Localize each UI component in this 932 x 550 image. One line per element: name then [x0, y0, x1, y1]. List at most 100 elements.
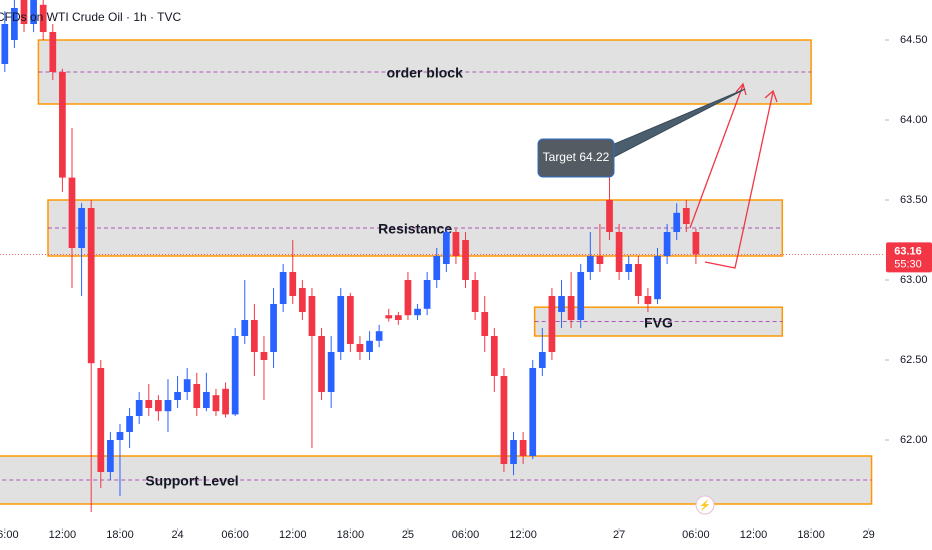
candle-body	[548, 296, 556, 352]
candle-body	[241, 320, 249, 336]
zone-label: Support Level	[145, 473, 238, 489]
price-badge	[886, 242, 932, 273]
candle-body	[577, 272, 585, 320]
x-tick-label: 06:00	[682, 529, 710, 541]
candle-body	[644, 296, 652, 304]
candle-body	[423, 280, 431, 309]
candle-body	[222, 388, 229, 415]
y-tick-label: 64.00	[900, 114, 928, 126]
candle-body	[567, 296, 575, 320]
candle-body	[452, 232, 460, 256]
candle-body	[1, 24, 9, 64]
candle-body	[519, 440, 527, 456]
candle-body	[183, 379, 191, 392]
candle-body	[682, 208, 690, 224]
x-tick-label: 27	[613, 529, 625, 541]
candle-body	[97, 368, 105, 472]
candle-body	[135, 400, 143, 416]
candle-body	[298, 288, 306, 312]
callout-box	[537, 138, 615, 178]
arrow-line	[704, 91, 774, 269]
x-tick-label: 12:00	[279, 529, 307, 541]
candle-body	[126, 416, 133, 432]
candle-body	[68, 177, 76, 248]
candle-body	[663, 232, 671, 256]
candle-body	[203, 392, 210, 408]
callout-text: Target 64.22	[543, 150, 610, 164]
zone-label: order block	[387, 65, 463, 81]
candle-body	[366, 340, 373, 352]
candle-body	[510, 440, 517, 464]
candle-body	[11, 8, 18, 40]
candle-body	[490, 336, 498, 376]
candle-body	[30, 0, 37, 24]
candle-body	[414, 308, 421, 316]
axes: 62.00 62.50 63.00 63.50 64.00 64.50 06:00 12:00…	[0, 34, 932, 541]
candle-body	[538, 352, 546, 368]
candle-body	[87, 208, 95, 364]
candle-body	[78, 208, 85, 248]
candle-body	[155, 400, 162, 412]
price-badge-countdown: 55:30	[894, 258, 922, 270]
chart-title: CFDs on WTI Crude Oil · 1h · TVC	[0, 10, 181, 24]
candles	[0, 0, 885, 512]
zones: order block Resistance FVG Support Level	[0, 39, 873, 505]
x-tick-label: 06:00	[0, 529, 19, 541]
candle-body	[39, 4, 47, 33]
x-tick-label: 12:00	[740, 529, 768, 541]
zone-label: FVG	[644, 314, 673, 330]
candle-body	[231, 336, 239, 415]
candle-body	[337, 296, 345, 352]
candle-body	[404, 280, 412, 316]
candle-body	[212, 395, 220, 412]
candle-body	[471, 280, 479, 312]
x-tick-label: 06:00	[452, 529, 480, 541]
arrow-head	[735, 82, 747, 96]
event-icon-glyph: ⚡	[699, 499, 711, 512]
candle-body	[433, 256, 441, 280]
candle-body	[346, 296, 354, 344]
candle-body	[279, 272, 287, 304]
x-tick-label: 18:00	[797, 529, 825, 541]
y-tick-label: 62.00	[900, 434, 928, 446]
event-icon	[695, 495, 715, 515]
candle-body	[634, 264, 642, 296]
candle-body	[673, 212, 681, 232]
candle-body	[606, 200, 613, 232]
candle-body	[251, 320, 258, 352]
x-tick-label: 18:00	[337, 529, 365, 541]
candle-body	[615, 232, 623, 272]
candle-body	[442, 232, 450, 264]
price-badge-value: 63.16	[894, 245, 922, 257]
candle-body	[529, 368, 537, 456]
candle-body	[116, 432, 124, 440]
candle-body	[193, 384, 201, 408]
y-tick-label: 62.50	[900, 354, 928, 366]
x-tick-label: 24	[171, 529, 183, 541]
x-tick-label: 29	[863, 529, 875, 541]
candle-body	[49, 32, 57, 72]
x-tick-label: 18:00	[106, 529, 134, 541]
candle-body	[500, 376, 508, 464]
y-tick-label: 63.00	[900, 274, 928, 286]
candle-body	[164, 400, 172, 412]
candle-body	[625, 264, 633, 272]
candle-body	[654, 256, 661, 300]
x-tick-label: 12:00	[509, 529, 537, 541]
arrow-head	[764, 89, 778, 103]
candle-body	[462, 240, 469, 280]
candle-body	[356, 344, 364, 352]
x-tick-label: 06:00	[221, 529, 249, 541]
y-tick-label: 63.50	[900, 194, 928, 206]
candle-body	[394, 315, 402, 320]
candle-body	[20, 0, 28, 24]
price-axis	[885, 0, 932, 550]
candle-body	[375, 331, 383, 341]
candle-body	[692, 232, 700, 255]
candle-body	[558, 296, 565, 312]
candle-body	[308, 296, 316, 336]
candle-body	[174, 392, 181, 400]
projection-arrows	[689, 82, 778, 269]
candle-body	[318, 336, 325, 392]
